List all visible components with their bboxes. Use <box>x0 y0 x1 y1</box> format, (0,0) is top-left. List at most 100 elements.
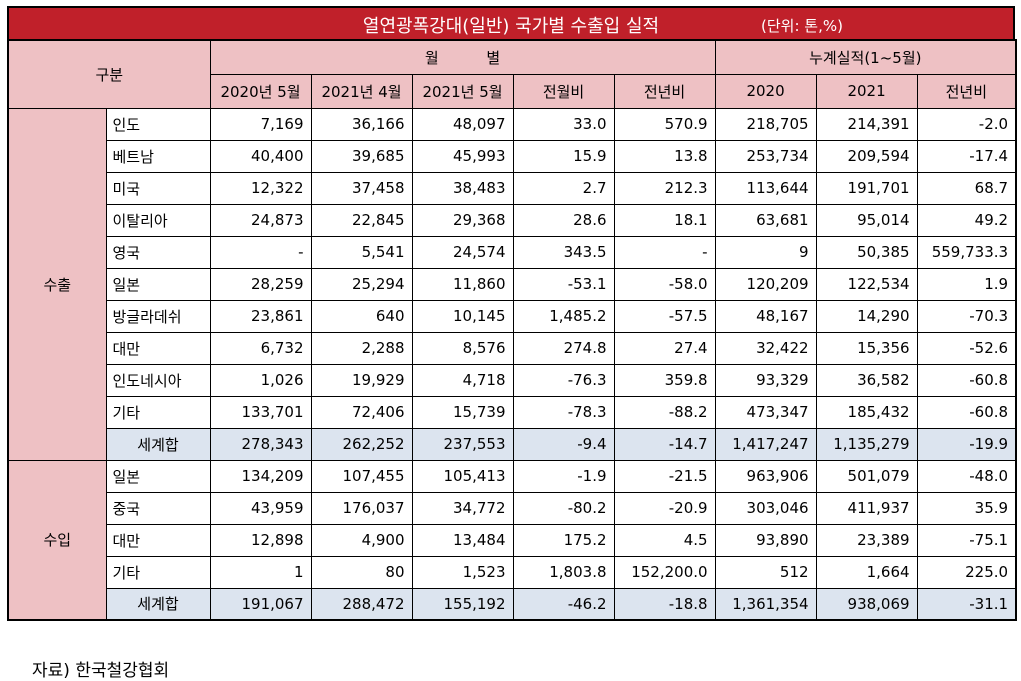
value-cell: 27.4 <box>613 331 716 365</box>
value-cell: -57.5 <box>613 299 716 333</box>
value-cell: 501,079 <box>815 459 918 493</box>
value-cell: -52.6 <box>916 331 1017 365</box>
value-cell: 559,733.3 <box>916 235 1017 269</box>
value-cell: 191,701 <box>815 171 918 205</box>
value-cell: 2,288 <box>310 331 413 365</box>
value-cell: 1,803.8 <box>512 555 615 589</box>
header-col-1: 2021년 4월 <box>310 73 413 109</box>
table-row: 수출 인도 7,169 36,166 48,097 33.0 570.9 218,705 214… <box>7 107 1017 461</box>
value-cell: 359.8 <box>613 363 716 397</box>
value-cell: -48.0 <box>916 459 1017 493</box>
table-row: 이탈리아 24,873 22,845 29,368 28.6 18.1 63,681 95,0… <box>8 203 1017 237</box>
value-cell: 80 <box>310 555 413 589</box>
value-cell: 24,873 <box>209 203 312 237</box>
total-value-cell: -31.1 <box>916 587 1017 621</box>
value-cell: 18.1 <box>613 203 716 237</box>
total-value-cell: 191,067 <box>209 587 312 621</box>
value-cell: 48,097 <box>411 107 514 141</box>
header-row-1: 구분 월 별 누계실적(1~5월) <box>7 39 1017 109</box>
value-cell: 4.5 <box>613 523 716 557</box>
value-cell: 411,937 <box>815 491 918 525</box>
value-cell: 36,166 <box>310 107 413 141</box>
value-cell: -60.8 <box>916 363 1017 397</box>
total-value-cell: 288,472 <box>310 587 413 621</box>
country-name: 중국 <box>105 491 211 525</box>
value-cell: 25,294 <box>310 267 413 301</box>
value-cell: 28,259 <box>209 267 312 301</box>
total-value-cell: -19.9 <box>916 427 1017 461</box>
value-cell: 107,455 <box>310 459 413 493</box>
value-cell: 28.6 <box>512 203 615 237</box>
value-cell: 1 <box>209 555 312 589</box>
value-cell: 48,167 <box>714 299 817 333</box>
value-cell: 68.7 <box>916 171 1017 205</box>
report-table-container: 열연광폭강대(일반) 국가별 수출입 실적 (단위: 톤,%) 구분 월 별 누… <box>7 6 1018 681</box>
value-cell: -88.2 <box>613 395 716 429</box>
table-row: 방글라데쉬 23,861 640 10,145 1,485.2 -57.5 48,167 14… <box>8 299 1017 333</box>
total-value-cell: 262,252 <box>310 427 413 461</box>
value-cell: 303,046 <box>714 491 817 525</box>
table-row: 영국 -5,541 24,574 343.5-9 50,385 559,733.3 <box>8 235 1017 269</box>
table-row: 기타 133,701 72,406 15,739 -78.3 -88.2 473,347 18… <box>8 395 1017 429</box>
value-cell: -70.3 <box>916 299 1017 333</box>
value-cell: - <box>613 235 716 269</box>
value-cell: -21.5 <box>613 459 716 493</box>
value-cell: 473,347 <box>714 395 817 429</box>
value-cell: -17.4 <box>916 139 1017 173</box>
value-cell: -60.8 <box>916 395 1017 429</box>
header-col-2: 2021년 5월 <box>411 73 514 109</box>
value-cell: 95,014 <box>815 203 918 237</box>
export-total-row: 세계합 278,343 262,252 237,553 -9.4 -14.7 1,417,2… <box>8 427 1017 461</box>
header-monthly: 월 별 <box>209 39 716 75</box>
unit-note: (단위: 톤,%) <box>761 17 843 35</box>
value-cell: 13.8 <box>613 139 716 173</box>
value-cell: 570.9 <box>613 107 716 141</box>
value-cell: 253,734 <box>714 139 817 173</box>
total-value-cell: -46.2 <box>512 587 615 621</box>
trade-table: 구분 월 별 누계실적(1~5월) 2020년 5월 2021년 4월 2021… <box>7 39 1018 621</box>
value-cell: 1,523 <box>411 555 514 589</box>
country-name: 일본 <box>105 267 211 301</box>
total-value-cell: 1,361,354 <box>714 587 817 621</box>
country-name: 기타 <box>105 395 211 429</box>
value-cell: 22,845 <box>310 203 413 237</box>
total-value-cell: 237,553 <box>411 427 514 461</box>
header-row-2: 2020년 5월 2021년 4월 2021년 5월 전월비 전년비 2020 … <box>8 73 1017 109</box>
total-label: 세계합 <box>105 427 211 461</box>
value-cell: -53.1 <box>512 267 615 301</box>
value-cell: - <box>209 235 312 269</box>
table-row: 대만 6,732 2,288 8,576 274.8 27.4 32,422 15,356 -5… <box>8 331 1017 365</box>
header-col-6: 2021 <box>815 73 918 109</box>
value-cell: 37,458 <box>310 171 413 205</box>
table-row: 대만 12,898 4,900 13,484 175.2 4.5 93,890 23,389-… <box>8 523 1017 557</box>
value-cell: 12,322 <box>209 171 312 205</box>
value-cell: 23,389 <box>815 523 918 557</box>
value-cell: 5,541 <box>310 235 413 269</box>
total-value-cell: -9.4 <box>512 427 615 461</box>
country-name: 베트남 <box>105 139 211 173</box>
value-cell: 274.8 <box>512 331 615 365</box>
value-cell: 15,739 <box>411 395 514 429</box>
country-name: 인도네시아 <box>105 363 211 397</box>
value-cell: 14,290 <box>815 299 918 333</box>
table-row: 일본 28,259 25,294 11,860 -53.1 -58.0 120,209 122… <box>8 267 1017 301</box>
value-cell: 49.2 <box>916 203 1017 237</box>
value-cell: 10,145 <box>411 299 514 333</box>
value-cell: 9 <box>714 235 817 269</box>
value-cell: 32,422 <box>714 331 817 365</box>
title-bar: 열연광폭강대(일반) 국가별 수출입 실적 (단위: 톤,%) <box>7 6 1015 39</box>
total-value-cell: 155,192 <box>411 587 514 621</box>
value-cell: 176,037 <box>310 491 413 525</box>
value-cell: 39,685 <box>310 139 413 173</box>
country-name: 영국 <box>105 235 211 269</box>
value-cell: 512 <box>714 555 817 589</box>
table-row: 중국 43,959 176,037 34,772 -80.2 -20.9 303,046 41… <box>8 491 1017 525</box>
value-cell: 214,391 <box>815 107 918 141</box>
value-cell: 11,860 <box>411 267 514 301</box>
value-cell: 38,483 <box>411 171 514 205</box>
value-cell: -78.3 <box>512 395 615 429</box>
value-cell: 29,368 <box>411 203 514 237</box>
value-cell: 6,732 <box>209 331 312 365</box>
value-cell: 8,576 <box>411 331 514 365</box>
value-cell: -1.9 <box>512 459 615 493</box>
